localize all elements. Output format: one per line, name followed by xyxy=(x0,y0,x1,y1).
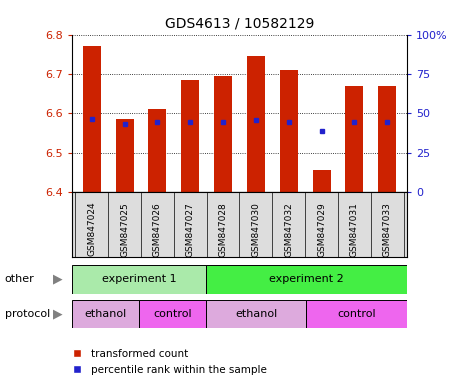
Text: experiment 2: experiment 2 xyxy=(269,274,344,285)
Text: control: control xyxy=(153,309,192,319)
Bar xyxy=(83,46,101,192)
Bar xyxy=(345,86,363,192)
Text: experiment 1: experiment 1 xyxy=(102,274,176,285)
Text: GSM847026: GSM847026 xyxy=(153,202,162,257)
Bar xyxy=(306,300,407,328)
Bar xyxy=(72,265,206,294)
Bar xyxy=(139,300,206,328)
Legend: transformed count, percentile rank within the sample: transformed count, percentile rank withi… xyxy=(68,345,271,379)
Text: GSM847031: GSM847031 xyxy=(350,202,359,257)
Text: protocol: protocol xyxy=(5,309,50,319)
Bar xyxy=(214,76,232,192)
Text: GSM847024: GSM847024 xyxy=(87,202,96,257)
Text: GSM847030: GSM847030 xyxy=(252,202,260,257)
Text: GSM847027: GSM847027 xyxy=(186,202,195,257)
Text: ethanol: ethanol xyxy=(85,309,126,319)
Bar xyxy=(148,109,166,192)
Text: ethanol: ethanol xyxy=(235,309,277,319)
Text: GSM847032: GSM847032 xyxy=(284,202,293,257)
Bar xyxy=(72,300,139,328)
Bar xyxy=(206,300,306,328)
Bar xyxy=(312,170,331,192)
Text: ▶: ▶ xyxy=(53,308,63,320)
Text: GSM847028: GSM847028 xyxy=(219,202,227,257)
Bar xyxy=(116,119,133,192)
Text: other: other xyxy=(5,274,34,285)
Text: GSM847025: GSM847025 xyxy=(120,202,129,257)
Text: control: control xyxy=(337,309,376,319)
Text: ▶: ▶ xyxy=(53,273,63,286)
Bar xyxy=(181,80,199,192)
Bar xyxy=(378,86,396,192)
Bar xyxy=(206,265,407,294)
Bar xyxy=(279,70,298,192)
Text: GSM847029: GSM847029 xyxy=(317,202,326,257)
Title: GDS4613 / 10582129: GDS4613 / 10582129 xyxy=(165,17,314,31)
Text: GSM847033: GSM847033 xyxy=(383,202,392,257)
Bar xyxy=(247,56,265,192)
